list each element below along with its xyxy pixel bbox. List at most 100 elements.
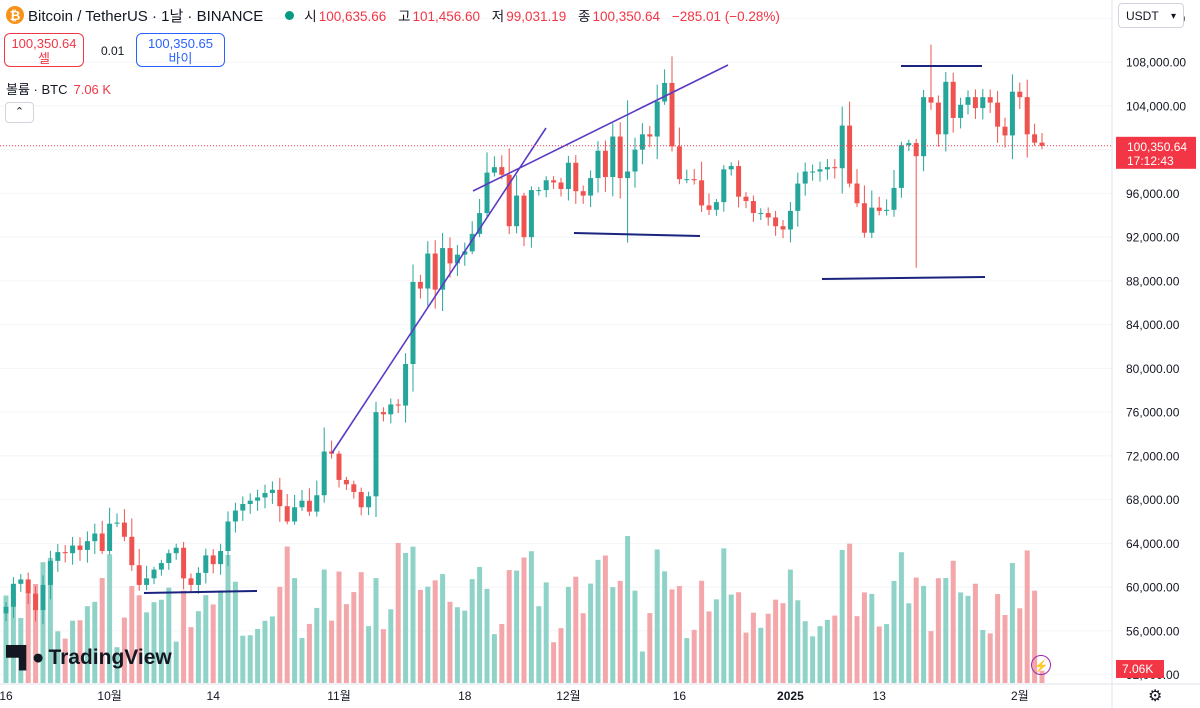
candle — [884, 199, 890, 216]
volume-bar — [921, 585, 927, 683]
candle — [543, 176, 549, 198]
candle-body — [913, 143, 919, 157]
candle-body — [684, 179, 690, 181]
volume-bar — [10, 591, 16, 683]
candle — [795, 172, 801, 227]
sell-label: 셀 — [38, 51, 50, 66]
volume-bar — [499, 623, 505, 683]
candle — [218, 543, 224, 575]
candle — [980, 88, 986, 120]
low-value: 99,031.19 — [506, 9, 567, 24]
candle — [647, 125, 653, 148]
lightning-icon[interactable]: ⚡ — [1031, 655, 1051, 675]
volume-bar — [425, 586, 431, 683]
collapse-chevron-icon[interactable]: ⌃ — [5, 102, 34, 123]
volume-bar — [432, 580, 438, 683]
candle — [958, 97, 964, 129]
volume-bar — [521, 557, 527, 683]
candle-body — [595, 150, 601, 179]
buy-button[interactable]: 100,350.65 바이 — [136, 33, 225, 67]
candle — [129, 518, 135, 571]
candle-body — [70, 545, 76, 554]
candle — [773, 210, 779, 236]
candle — [247, 493, 253, 514]
candle-body — [869, 207, 875, 233]
price-tick-label: 96,000.00 — [1126, 187, 1180, 201]
candle-body — [536, 190, 542, 192]
volume-bar — [84, 606, 90, 683]
volume-bar — [380, 629, 386, 683]
candle-body — [617, 136, 623, 179]
volume-bar — [181, 590, 187, 683]
volume-bar — [647, 613, 653, 683]
candle-body — [854, 183, 860, 204]
volume-bar — [454, 607, 460, 683]
candle — [33, 585, 39, 622]
candle-body — [366, 496, 372, 508]
candle — [380, 407, 386, 422]
candle — [158, 559, 164, 576]
volume-bar — [306, 623, 312, 683]
candle-body — [824, 167, 830, 170]
candle-body — [758, 213, 764, 215]
volume-bar — [802, 621, 808, 683]
volume-bar — [898, 552, 904, 683]
open-label: 시 — [304, 9, 317, 24]
time-axis[interactable]: 16 10월 14 11월 18 12월 16 2025 13 2월 — [0, 683, 1200, 703]
settings-icon[interactable]: ⚙ — [1148, 688, 1163, 705]
volume-bar — [1009, 563, 1015, 683]
candle-body — [676, 146, 682, 180]
tradingview-wordmark: TradingView — [48, 646, 172, 669]
candle-body — [832, 167, 838, 169]
candle-body — [395, 404, 401, 406]
volume-bar — [854, 616, 860, 683]
candle — [343, 476, 349, 491]
candle-body — [351, 484, 357, 492]
high-label: 고 — [398, 9, 411, 24]
candle — [750, 195, 756, 222]
candle — [632, 137, 638, 188]
candle-body — [558, 182, 564, 190]
candle — [25, 572, 31, 605]
currency-selector[interactable]: USDT ▾ — [1118, 3, 1184, 28]
volume-bar — [462, 610, 468, 683]
candle — [950, 72, 956, 133]
candle — [854, 169, 860, 208]
volume-bar — [728, 594, 734, 683]
ohlc-values: 시 100,635.66 고 101,456.60 저 99,031.19 종 100,… — [304, 5, 788, 25]
candle-body — [965, 97, 971, 105]
candle-body — [654, 101, 660, 137]
volume-bar — [595, 559, 601, 683]
volume-bar — [913, 577, 919, 683]
volume-bar — [943, 578, 949, 683]
candle-body — [1024, 97, 1030, 135]
candle-body — [188, 578, 194, 585]
volume-bar — [247, 635, 253, 683]
time-tick-label: 14 — [207, 689, 221, 703]
candle — [225, 511, 231, 567]
price-axis[interactable]: 52,000.0056,000.0060,000.0064,000.0068,0… — [1111, 0, 1186, 708]
candle-body — [780, 226, 786, 230]
volume-bar — [558, 628, 564, 683]
volume-bar — [373, 578, 379, 683]
candle-body — [195, 572, 201, 585]
volume-bar — [232, 581, 238, 683]
symbol-title[interactable]: Bitcoin / TetherUS · 1날 · BINANCE — [28, 7, 264, 25]
volume-bar — [736, 592, 742, 683]
candle — [595, 141, 601, 193]
candle — [491, 156, 497, 177]
candle — [195, 567, 201, 594]
candle — [1009, 74, 1015, 160]
candle — [684, 169, 690, 184]
candle — [388, 398, 394, 424]
candle-body — [380, 412, 386, 415]
sell-button[interactable]: 100,350.64 셀 — [4, 33, 84, 67]
candle — [410, 264, 416, 392]
volume-bar — [610, 587, 616, 683]
candle-body — [699, 180, 705, 206]
volume-legend[interactable]: 볼륨 · BTC 7.06 K — [6, 79, 111, 98]
volume-bar — [506, 570, 512, 683]
candle-body — [647, 134, 653, 137]
candle-body — [765, 213, 771, 218]
